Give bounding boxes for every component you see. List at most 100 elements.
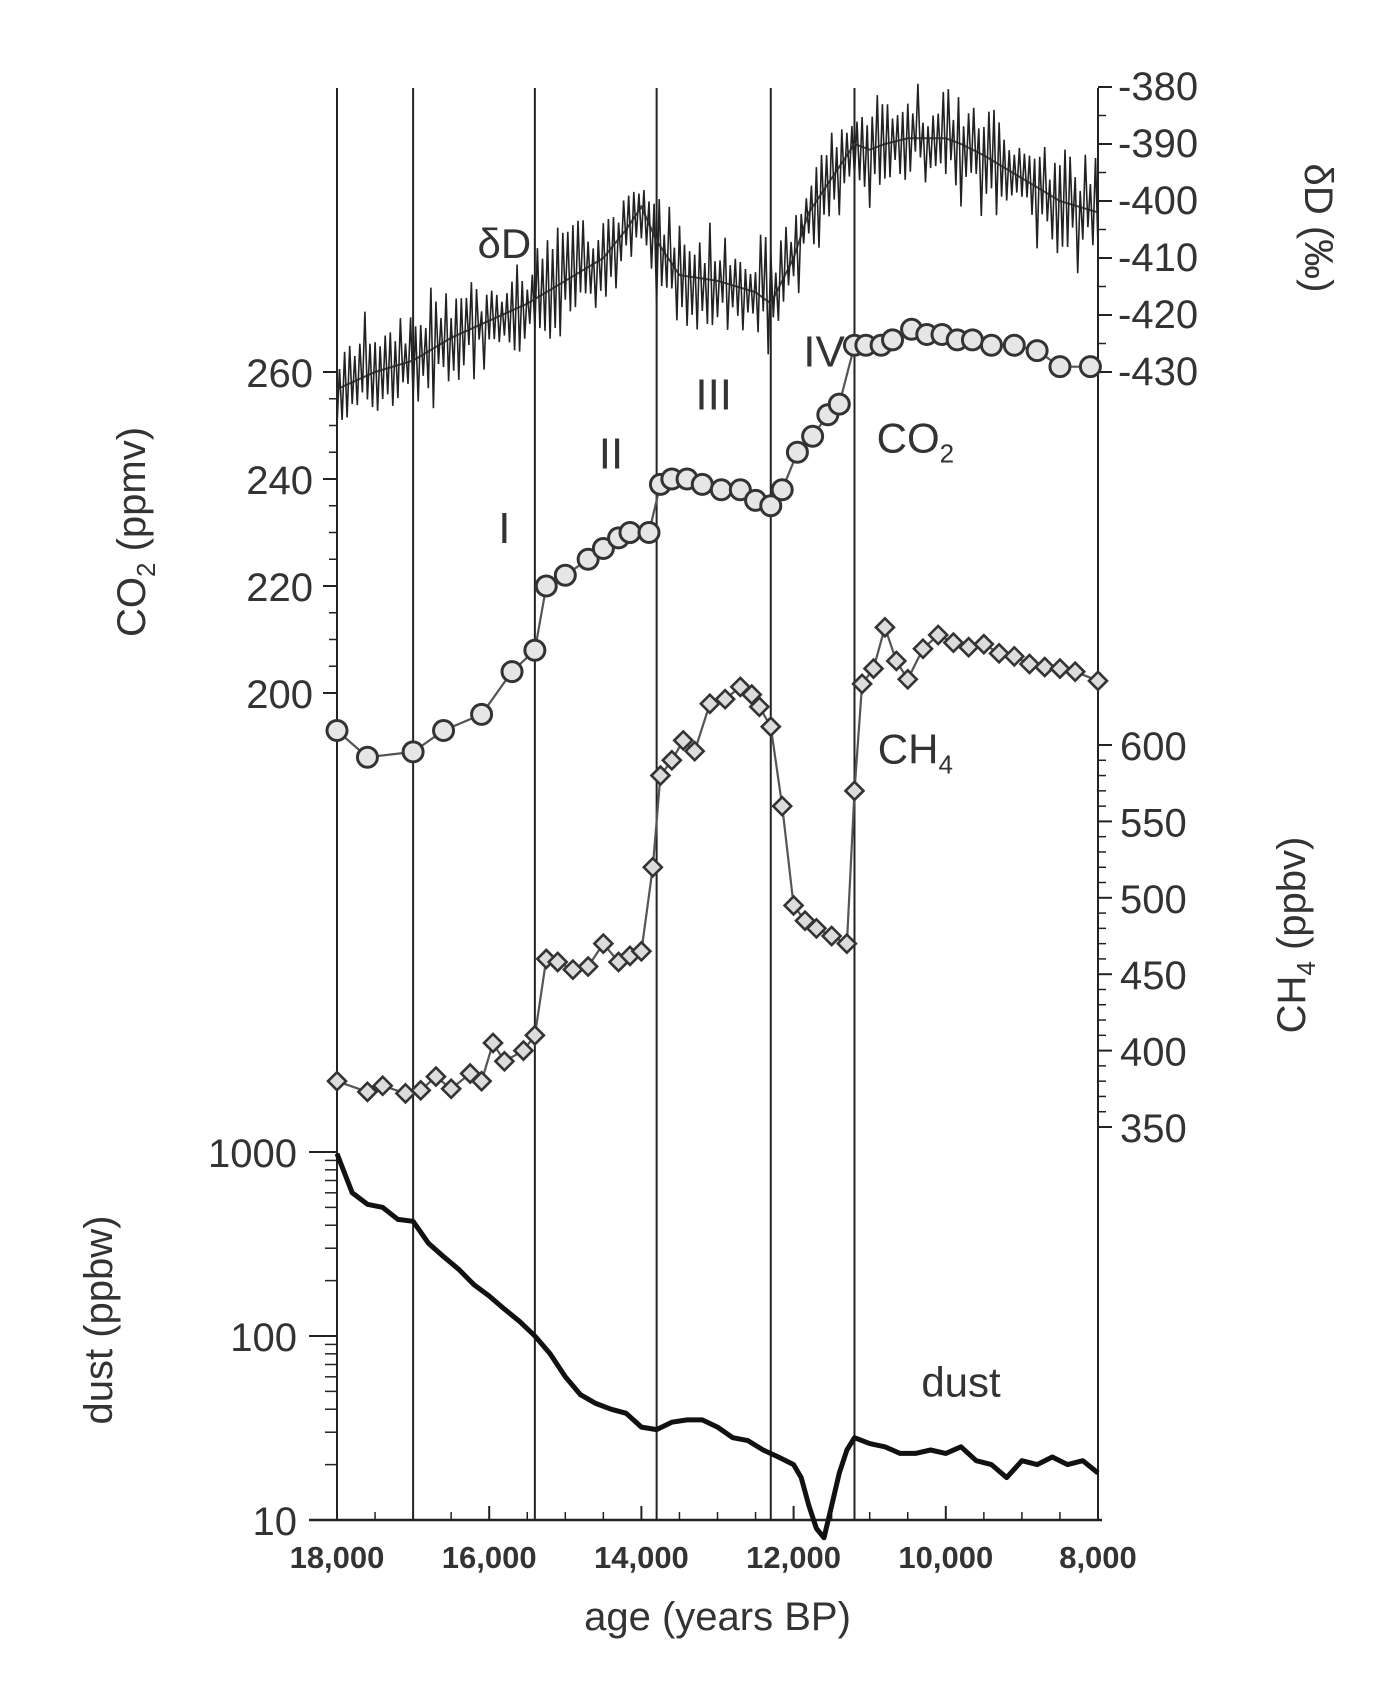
co2-axis-title: CO2 (ppmv): [110, 427, 161, 637]
x-axis-title: age (years BP): [584, 1595, 851, 1639]
dust-tick-label: 1000: [208, 1132, 297, 1176]
dD-axis-title: δD (‰): [1296, 164, 1340, 293]
co2-point: [770, 478, 794, 502]
plot-frame: [309, 88, 1102, 1522]
ch4-point: [820, 925, 843, 947]
co2-point: [534, 574, 558, 598]
series-ch4: [326, 616, 1109, 1105]
dD-series-noise: [336, 83, 1099, 426]
co2-point: [827, 392, 851, 416]
ch4-point: [1018, 653, 1041, 675]
co2-point: [500, 660, 524, 684]
x-tick-label: 10,000: [898, 1540, 993, 1575]
ch4-point: [1087, 669, 1109, 692]
co2-point: [325, 718, 349, 742]
ch4-point: [927, 624, 950, 646]
ch4-point: [394, 1082, 417, 1105]
ch4-point: [874, 616, 896, 639]
x-tick-label: 18,000: [290, 1540, 385, 1575]
co2-point: [785, 440, 809, 464]
co2-point: [728, 478, 752, 502]
ch4-point: [771, 795, 794, 817]
ch4-point: [524, 1024, 546, 1047]
co2-point: [709, 478, 733, 502]
ch4-tick-label: 500: [1120, 878, 1187, 922]
ch4-point: [546, 951, 569, 973]
ch4-point: [988, 642, 1010, 665]
co2-point: [523, 638, 547, 662]
ch4-point: [912, 637, 934, 660]
ch4-point: [748, 695, 771, 718]
co2-tick-label: 240: [246, 459, 313, 503]
series-label-ch4: CH4: [878, 725, 953, 779]
ch4-point: [683, 740, 706, 762]
co2-point: [401, 740, 425, 764]
ch4-point: [493, 1050, 516, 1073]
co2-point: [432, 718, 456, 742]
ch4-point: [805, 917, 828, 940]
dD-tick-label: -430: [1118, 350, 1198, 394]
co2-point: [470, 702, 494, 726]
co2-point: [979, 333, 1003, 357]
co2-point: [881, 328, 905, 352]
ch4-point: [1033, 656, 1056, 678]
co2-point: [591, 537, 615, 561]
co2-point: [759, 494, 783, 518]
series-co2: [325, 317, 1102, 769]
dust-series-line: [334, 1152, 1100, 1541]
ch4-tick-label: 550: [1120, 801, 1187, 845]
axes: 18,000 16,000 14,000 12,000 10,000 8,000 age (…: [77, 65, 1340, 1639]
dD-tick-label: -420: [1118, 293, 1198, 337]
ch4-point: [973, 633, 995, 655]
dD-tick-label: -380: [1118, 65, 1198, 109]
ch4-point: [512, 1039, 535, 1062]
ch4-point: [409, 1079, 432, 1102]
co2-point: [355, 745, 379, 769]
co2-tick-label: 260: [246, 352, 313, 396]
period-label: IV: [803, 327, 845, 376]
series-group: [325, 83, 1109, 1541]
co2-point: [637, 521, 661, 544]
x-tick-label: 12,000: [746, 1540, 841, 1575]
dust-tick-label: 100: [230, 1316, 297, 1360]
ch4-point: [714, 688, 736, 710]
dust-tick-label: 10: [253, 1500, 298, 1544]
ch4-point: [440, 1077, 462, 1100]
co2-point: [960, 328, 984, 352]
x-tick-label: 14,000: [594, 1540, 689, 1575]
dust-axis-title: dust (ppbw): [77, 1216, 121, 1425]
ch4-point: [470, 1070, 493, 1092]
co2-tick-label: 200: [246, 673, 313, 717]
ch4-point: [630, 940, 653, 963]
co2-point: [576, 547, 600, 571]
co2-point: [690, 472, 714, 496]
ch4-point: [885, 650, 908, 672]
ch4-point: [577, 955, 599, 978]
ch4-point: [482, 1032, 504, 1054]
ch4-point: [1064, 660, 1087, 683]
co2-point: [1048, 355, 1072, 379]
co2-point: [618, 521, 642, 544]
dD-tick-label: -400: [1118, 179, 1198, 223]
ch4-point: [896, 668, 919, 691]
ch4-point: [1003, 645, 1026, 668]
co2-tick-label: 220: [246, 566, 313, 610]
ch4-axis-title: CH4 (ppbv): [1270, 837, 1321, 1034]
ch4-point: [851, 673, 873, 695]
series-dust: [334, 1152, 1100, 1541]
co2-point: [1025, 339, 1049, 363]
co2-point: [1078, 355, 1102, 379]
ch4-tick-label: 450: [1120, 954, 1187, 998]
series-label-co2: CO2: [877, 414, 954, 468]
ch4-point: [326, 1070, 348, 1092]
ch4-point: [649, 764, 672, 787]
period-label: II: [599, 429, 623, 478]
ch4-point: [661, 749, 683, 772]
ch4-point: [641, 856, 664, 879]
period-label: III: [695, 370, 732, 419]
dD-tick-label: -410: [1118, 236, 1198, 280]
series-label-dust: dust: [921, 1358, 1001, 1405]
ch4-point: [782, 894, 805, 917]
